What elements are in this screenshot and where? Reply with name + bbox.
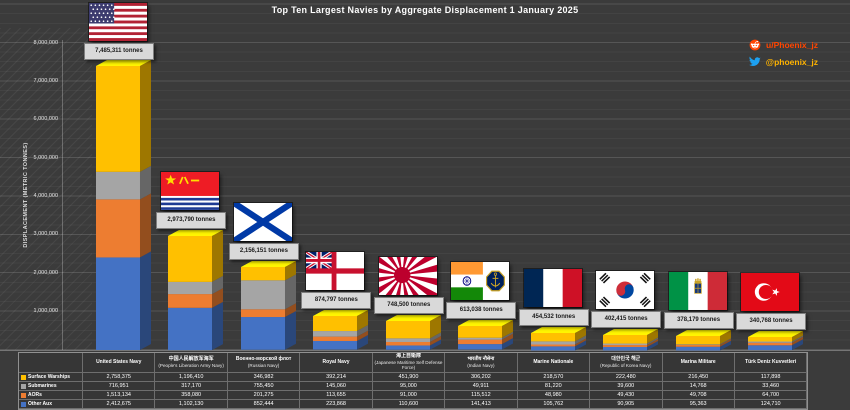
table-value-cell: 49,911 [445, 382, 518, 391]
reddit-handle: u/Phoenix_jz [766, 39, 818, 50]
y-tick-label: 5,000,000 [33, 154, 58, 161]
total-displacement-label: 2,973,790 tonnes [156, 211, 227, 229]
chart-side-wall [0, 28, 92, 350]
x-axis-baseline [0, 350, 850, 351]
table-value-cell: 2,758,375 [83, 373, 156, 382]
table-col-header: भारतीय नौसेना (Indian Navy) [445, 353, 518, 373]
total-displacement-label: 7,485,311 tonnes [84, 43, 154, 60]
stacked-bar [240, 261, 297, 350]
table-col-header: Военно-морской флот (Russian Navy) [227, 353, 301, 373]
jmsdf-ensign-flag [377, 256, 438, 297]
indian-navy-ensign-flag [450, 261, 511, 302]
total-displacement-label: 340,768 tonnes [736, 312, 807, 330]
stacked-bar [458, 320, 514, 350]
y-tick-label: 1,000,000 [33, 308, 58, 315]
table-value-cell: 755,450 [227, 382, 301, 391]
table-col-header: 中国人民解放军海军 (People's Liberation Army Navy) [155, 353, 228, 373]
us-flag [88, 2, 148, 42]
table-col-header: Marine Nationale [517, 353, 591, 373]
table-value-cell: 117,898 [734, 373, 808, 382]
table-value-cell: 306,202 [445, 373, 518, 382]
italian-navy-flag [667, 270, 728, 311]
legend-color-swatch [21, 401, 26, 407]
table-value-cell: 317,170 [155, 382, 228, 391]
table-value-cell: 81,220 [517, 382, 591, 391]
y-tick-label: 6,000,000 [33, 116, 58, 123]
table-value-cell: 39,600 [590, 382, 663, 391]
table-col-header: 海上自衛隊 (Japanese Maritime Self Defense For… [372, 353, 446, 373]
table-value-cell: 201,275 [227, 391, 301, 400]
table-corner-cell [19, 353, 83, 373]
stacked-bar [675, 329, 732, 350]
table-col-header: Türk Deniz Kuvvetleri [734, 353, 808, 373]
table-value-cell: 1,196,410 [155, 373, 228, 382]
table-value-cell: 358,080 [155, 391, 228, 400]
table-value-cell: 48,980 [517, 391, 591, 400]
table-value-cell: 222,480 [590, 373, 663, 382]
total-displacement-label: 874,797 tonnes [301, 292, 372, 310]
table-value-cell: 346,982 [227, 373, 301, 382]
stacked-bar [313, 310, 369, 350]
twitter-link[interactable]: @phoenix_jz [748, 53, 818, 70]
legend-row-label: Submarines [19, 382, 83, 391]
table-value-cell: 49,430 [590, 391, 663, 400]
table-value-cell: 392,214 [300, 373, 373, 382]
table-value-cell: 218,570 [517, 373, 591, 382]
y-tick-label: 2,000,000 [33, 269, 58, 276]
legend-color-swatch [21, 383, 26, 389]
twitter-handle: @phoenix_jz [765, 56, 818, 67]
y-tick-label: 7,000,000 [33, 77, 58, 84]
table-value-cell: 115,512 [445, 391, 518, 400]
table-col-header: Marina Militare [662, 353, 735, 373]
table-value-cell: 145,060 [300, 382, 373, 391]
total-displacement-label: 613,038 tonnes [446, 302, 517, 320]
stacked-bar [530, 326, 587, 350]
total-displacement-label: 454,532 tonnes [518, 308, 589, 326]
table-value-cell: 1,513,134 [83, 391, 156, 400]
legend-row-label: Surface Warships [19, 373, 83, 382]
social-links: u/Phoenix_jz @phoenix_jz [748, 36, 818, 70]
table-value-cell: 33,460 [734, 382, 808, 391]
total-displacement-label: 378,179 tonnes [663, 311, 734, 329]
south-korea-flag [595, 269, 656, 310]
table-value-cell: 91,000 [372, 391, 446, 400]
plan-ensign-flag [160, 170, 221, 211]
legend-color-swatch [21, 374, 26, 380]
total-displacement-label: 2,156,151 tonnes [228, 243, 299, 261]
y-axis-line [62, 40, 63, 350]
total-displacement-label: 748,500 tonnes [373, 297, 444, 315]
data-table: United States Navy 中国人民解放军海军 (People's Lib… [18, 352, 809, 410]
table-col-header: United States Navy [83, 353, 156, 373]
table-value-cell: 95,000 [372, 382, 446, 391]
russian-navy-ensign-flag [232, 202, 293, 243]
y-tick-label: 4,000,000 [33, 193, 58, 199]
table-value-cell: 451,900 [372, 373, 446, 382]
table-value-cell: 716,951 [83, 382, 156, 391]
stacked-bar [603, 328, 659, 350]
legend-color-swatch [21, 392, 26, 398]
stacked-bar [385, 315, 442, 350]
table-value-cell: 113,655 [300, 391, 373, 400]
stacked-bar [748, 330, 804, 350]
twitter-icon [748, 56, 761, 66]
legend-row-label: AORs [19, 391, 83, 400]
reddit-link[interactable]: u/Phoenix_jz [748, 36, 818, 53]
table-value-cell: 14,768 [662, 382, 735, 391]
reddit-icon [749, 39, 761, 50]
turkey-flag [740, 271, 801, 312]
table-value-cell: 64,700 [734, 391, 808, 400]
stacked-bar [96, 59, 152, 350]
white-ensign-flag [305, 251, 366, 292]
france-flag [522, 267, 583, 308]
table-value-cell: 216,450 [662, 373, 735, 382]
total-displacement-label: 402,415 tonnes [591, 310, 662, 328]
stacked-bar [168, 229, 224, 350]
table-col-header: Royal Navy [300, 353, 373, 373]
y-tick-label: 8,000,000 [33, 39, 58, 46]
chart-title: Top Ten Largest Navies by Aggregate Disp… [271, 5, 579, 15]
table-value-cell: 49,708 [662, 391, 735, 400]
table-col-header: 대한민국 해군 (Republic of Korea Navy) [590, 353, 663, 373]
y-tick-label: 3,000,000 [33, 231, 58, 238]
